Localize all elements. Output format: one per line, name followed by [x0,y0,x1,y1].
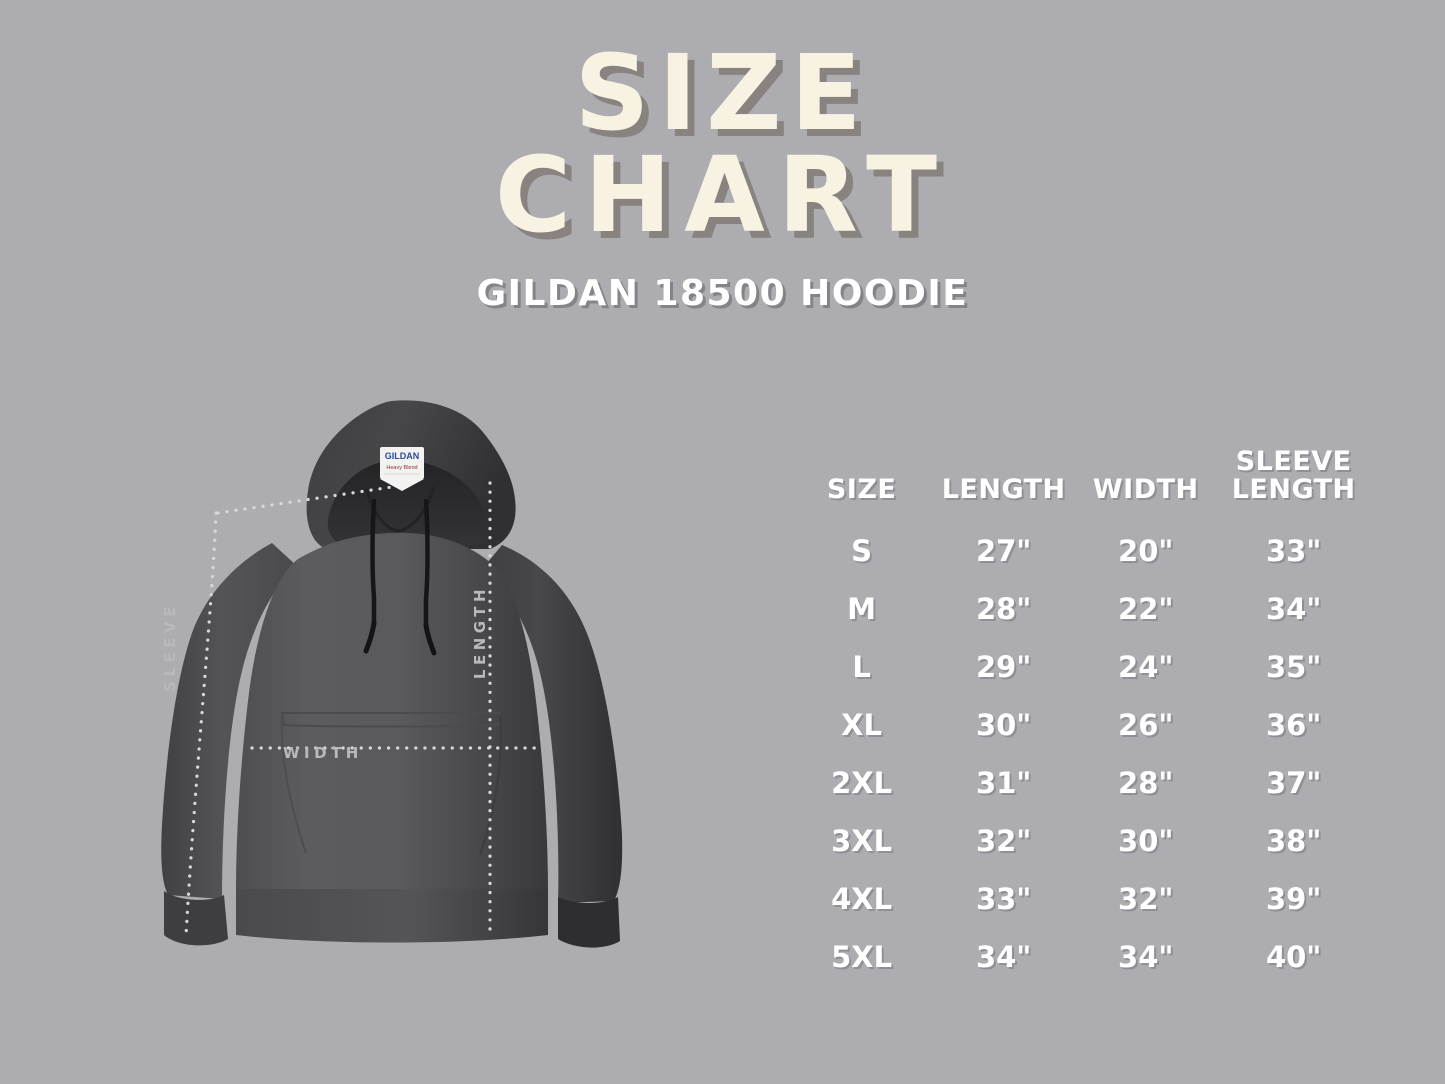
table-row: M 28" 22" 34" [792,580,1372,638]
length-cell: 32" [975,824,1032,859]
table-row: 4XL 33" 32" 39" [792,870,1372,928]
shoulder-guide-line [216,485,394,515]
hoodie-illustration: GILDAN Heavy Blend SLEEVE LENGTH WIDTH [130,383,650,1043]
table-body: S 27" 20" 33" M 28" 22" 34" L 29" 24" 35" XL 30" 26" 36… [792,522,1372,986]
column-header-length: LENGTH [941,474,1066,506]
length-cell: 30" [975,708,1032,743]
length-measure-label: LENGTH [471,584,489,680]
table-row: S 27" 20" 33" [792,522,1372,580]
size-cell: 4XL [831,882,893,917]
sleeve-length-cell: 40" [1265,940,1322,975]
size-cell: S [851,534,873,569]
column-header-sleeve-length: SLEEVE LENGTH [1215,446,1372,522]
svg-text:Heavy Blend: Heavy Blend [386,465,417,471]
width-measure-label: WIDTH [283,744,363,762]
table-header: SIZE LENGTH WIDTH SLEEVE LENGTH [792,446,1372,522]
size-cell: L [852,650,871,685]
width-cell: 30" [1118,824,1174,859]
length-cell: 27" [975,534,1032,569]
column-header-sleeve-line-2: LENGTH [1231,474,1356,506]
title-block: SIZE CHART GILDAN 18500 HOODIE [0,32,1445,315]
width-cell: 20" [1118,534,1174,569]
sleeve-length-cell: 35" [1265,650,1322,685]
table-header-row: SIZE LENGTH WIDTH SLEEVE LENGTH [792,446,1372,522]
page-subtitle: GILDAN 18500 HOODIE [476,273,969,315]
brand-neck-label: GILDAN Heavy Blend [380,447,424,491]
length-cell: 28" [975,592,1032,627]
length-cell: 29" [975,650,1032,685]
column-header-sleeve-line-1: SLEEVE [1235,446,1352,477]
page-title-line-1: SIZE [574,32,871,154]
size-cell: 3XL [831,824,893,859]
sleeve-length-cell: 34" [1265,592,1322,627]
size-cell: 5XL [831,940,893,975]
size-chart-table: SIZE LENGTH WIDTH SLEEVE LENGTH S 27" 20" 3… [792,446,1372,986]
page-title-line-2: CHART [494,133,951,256]
length-cell: 31" [975,766,1032,801]
table-row: 5XL 34" 34" 40" [792,928,1372,986]
size-cell: XL [841,708,883,743]
measurements-table: SIZE LENGTH WIDTH SLEEVE LENGTH S 27" 20" 3… [792,446,1372,986]
length-cell: 33" [975,882,1032,917]
length-cell: 34" [975,940,1032,975]
table-row: 2XL 31" 28" 37" [792,754,1372,812]
sleeve-length-cell: 36" [1265,708,1322,743]
table-row: 3XL 32" 30" 38" [792,812,1372,870]
column-header-size: SIZE [826,474,897,506]
size-cell: M [847,592,877,627]
sleeve-measure-label: SLEEVE [161,602,179,692]
size-cell: 2XL [831,766,893,801]
width-cell: 28" [1118,766,1174,801]
column-header-width: WIDTH [1092,474,1199,506]
sleeve-guide-line [184,511,218,937]
width-cell: 32" [1118,882,1174,917]
table-row: L 29" 24" 35" [792,638,1372,696]
width-cell: 24" [1118,650,1174,685]
sleeve-length-cell: 37" [1265,766,1322,801]
table-row: XL 30" 26" 36" [792,696,1372,754]
sleeve-length-cell: 38" [1265,824,1322,859]
sleeve-length-cell: 39" [1265,882,1322,917]
sleeve-length-cell: 33" [1265,534,1322,569]
width-cell: 22" [1118,592,1174,627]
width-cell: 34" [1118,940,1174,975]
svg-text:GILDAN: GILDAN [385,451,420,461]
width-cell: 26" [1118,708,1174,743]
hoodie-graphic: GILDAN Heavy Blend [161,400,623,948]
